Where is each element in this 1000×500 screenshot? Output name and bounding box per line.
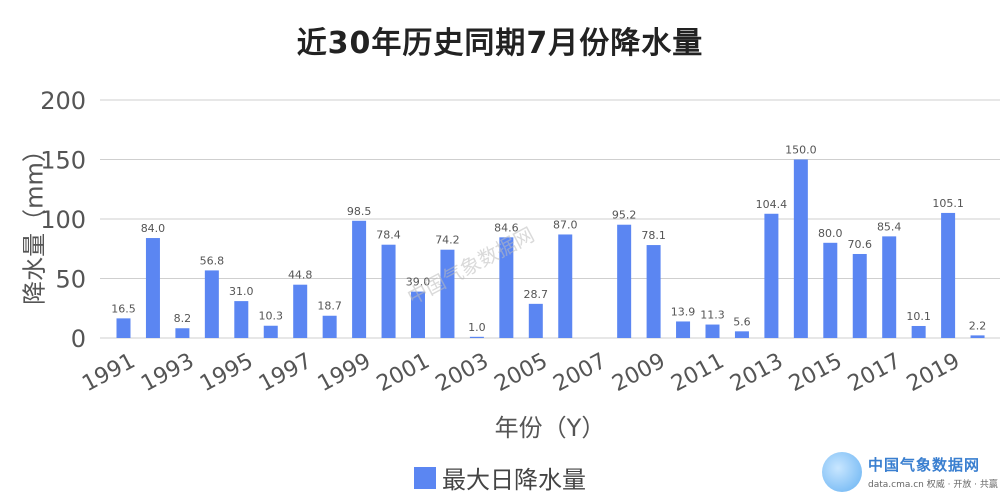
x-tick-label: 1991 bbox=[78, 349, 139, 397]
cma-logo-icon bbox=[822, 452, 862, 492]
data-label: 84.0 bbox=[141, 222, 166, 235]
bar bbox=[440, 249, 455, 338]
y-tick-label: 0 bbox=[71, 325, 86, 353]
data-label: 18.7 bbox=[317, 300, 342, 313]
bar bbox=[263, 325, 278, 338]
y-tick-label: 150 bbox=[40, 147, 86, 175]
x-tick-label: 2015 bbox=[785, 349, 846, 397]
bar bbox=[411, 291, 425, 338]
x-tick-label: 2001 bbox=[373, 349, 434, 397]
bar bbox=[764, 213, 779, 338]
data-label: 5.6 bbox=[733, 315, 751, 328]
watermark-logo-name: 中国气象数据网 bbox=[868, 456, 981, 474]
bar bbox=[676, 321, 691, 338]
bar bbox=[116, 318, 131, 338]
x-axis-label: 年份（Y） bbox=[494, 414, 606, 442]
data-label: 11.3 bbox=[700, 309, 725, 322]
data-label: 87.0 bbox=[553, 218, 578, 231]
data-label: 1.0 bbox=[468, 321, 486, 334]
x-tick-label: 1997 bbox=[255, 349, 316, 397]
data-label: 85.4 bbox=[877, 220, 902, 233]
bar bbox=[381, 244, 396, 338]
data-label: 39.0 bbox=[406, 276, 431, 289]
data-label: 74.2 bbox=[435, 234, 460, 247]
bar bbox=[941, 212, 956, 338]
x-tick-label: 2009 bbox=[608, 349, 669, 397]
x-tick-label: 2011 bbox=[667, 349, 728, 397]
x-tick-label: 2019 bbox=[903, 349, 964, 397]
data-label: 56.8 bbox=[200, 254, 225, 267]
data-label: 13.9 bbox=[671, 305, 696, 318]
data-label: 150.0 bbox=[785, 144, 817, 157]
data-label: 10.1 bbox=[906, 310, 931, 323]
x-tick-label: 2007 bbox=[549, 349, 610, 397]
data-label: 98.5 bbox=[347, 205, 372, 218]
watermark-logo: 中国气象数据网 data.cma.cn 权威 · 开放 · 共赢 bbox=[822, 452, 998, 492]
legend-swatch bbox=[414, 466, 436, 489]
data-label: 78.4 bbox=[376, 229, 401, 242]
x-tick-label: 1995 bbox=[196, 349, 257, 397]
bar bbox=[558, 234, 573, 338]
x-tick-label: 2005 bbox=[491, 349, 552, 397]
bar bbox=[499, 237, 514, 338]
y-tick-label: 50 bbox=[55, 266, 86, 294]
bar bbox=[852, 253, 867, 338]
data-label: 80.0 bbox=[818, 227, 843, 240]
bar bbox=[352, 220, 367, 338]
data-label: 2.2 bbox=[969, 319, 987, 332]
x-tick-label: 2003 bbox=[432, 349, 493, 397]
legend-label: 最大日降水量 bbox=[442, 466, 586, 494]
bar bbox=[705, 324, 720, 338]
x-tick-label: 2017 bbox=[844, 349, 905, 397]
legend: 最大日降水量 bbox=[414, 460, 586, 495]
bar bbox=[293, 284, 308, 338]
data-label: 84.6 bbox=[494, 221, 519, 234]
data-label: 105.1 bbox=[932, 197, 964, 210]
data-label: 16.5 bbox=[111, 302, 136, 315]
data-label: 28.7 bbox=[524, 288, 549, 301]
bar bbox=[646, 245, 661, 338]
data-label: 31.0 bbox=[229, 285, 254, 298]
data-label: 44.8 bbox=[288, 269, 313, 282]
data-label: 104.4 bbox=[756, 198, 788, 211]
x-tick-label: 2013 bbox=[726, 349, 787, 397]
chart-title: 近30年历史同期7月份降水量 bbox=[296, 26, 704, 61]
y-tick-label: 200 bbox=[40, 87, 86, 115]
x-tick-label: 1993 bbox=[137, 349, 198, 397]
bar bbox=[734, 331, 749, 338]
data-label: 78.1 bbox=[641, 229, 666, 242]
bar bbox=[322, 315, 337, 338]
data-label: 10.3 bbox=[259, 310, 284, 323]
bar bbox=[911, 325, 926, 338]
data-label: 8.2 bbox=[174, 312, 192, 325]
bar bbox=[823, 242, 838, 338]
data-label: 95.2 bbox=[612, 209, 637, 222]
bar bbox=[234, 301, 249, 338]
bar bbox=[617, 224, 632, 338]
watermark-logo-sub: data.cma.cn 权威 · 开放 · 共赢 bbox=[868, 480, 998, 490]
x-tick-label: 1999 bbox=[314, 349, 375, 397]
y-tick-label: 100 bbox=[40, 206, 86, 234]
bar bbox=[528, 303, 543, 338]
bar bbox=[882, 236, 897, 338]
bar bbox=[970, 335, 985, 338]
y-axis-label: 降水量（mm） bbox=[20, 138, 49, 305]
bar bbox=[793, 159, 808, 338]
watermark-logo-text: 中国气象数据网 data.cma.cn 权威 · 开放 · 共赢 bbox=[868, 454, 998, 490]
bar bbox=[204, 270, 219, 338]
bar bbox=[175, 328, 190, 338]
bar bbox=[469, 336, 484, 338]
bar bbox=[145, 238, 160, 338]
data-label: 70.6 bbox=[848, 238, 873, 251]
